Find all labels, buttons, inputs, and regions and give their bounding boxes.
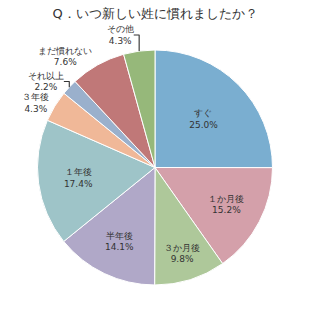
svg-text:まだ慣れない7.6%: まだ慣れない7.6% <box>38 46 92 68</box>
svg-text:その他4.3%: その他4.3% <box>107 24 134 46</box>
svg-text:１か月後15.2%: １か月後15.2% <box>208 194 244 216</box>
svg-text:それ以上2.2%: それ以上2.2% <box>28 71 64 93</box>
svg-text:３か月後9.8%: ３か月後9.8% <box>164 243 200 265</box>
svg-text:Q．いつ新しい姓に慣れましたか？: Q．いつ新しい姓に慣れましたか？ <box>52 6 257 21</box>
svg-text:半年後14.1%: 半年後14.1% <box>105 231 134 253</box>
svg-text:すぐ25.0%: すぐ25.0% <box>189 108 218 130</box>
svg-text:１年後17.4%: １年後17.4% <box>64 167 93 189</box>
svg-text:３年後4.3%: ３年後4.3% <box>22 92 49 114</box>
